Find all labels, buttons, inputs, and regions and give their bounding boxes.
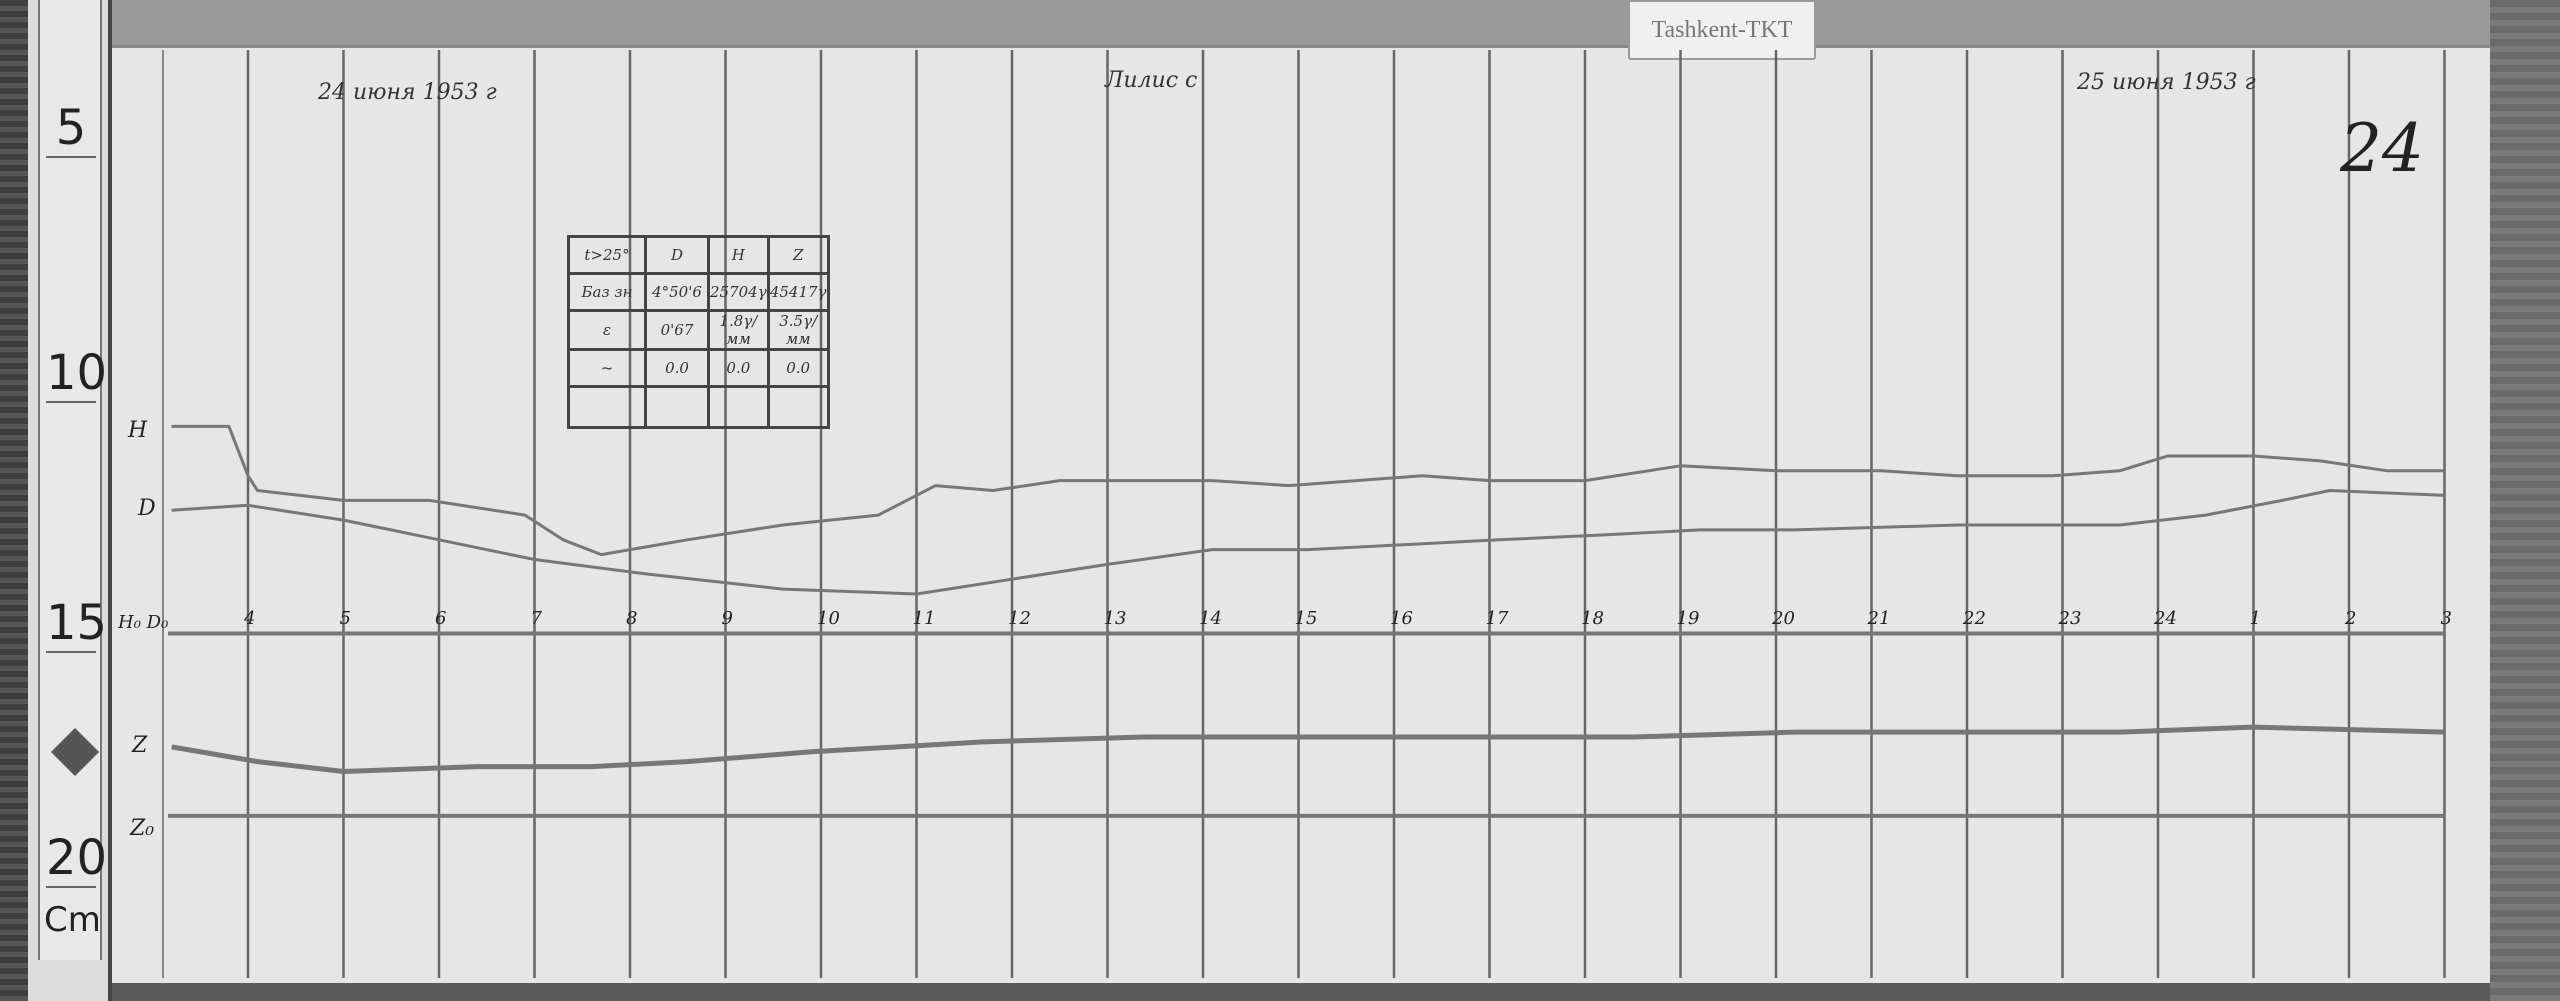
hour-tick-label: 12 <box>1008 608 1031 629</box>
table-row: ~ 0.0 0.0 0.0 <box>567 348 830 388</box>
hour-tick-label: 15 <box>1294 608 1318 629</box>
hour-tick-label: 16 <box>1390 608 1413 629</box>
table-cell: t>25° <box>567 235 647 275</box>
table-cell: 0.0 <box>644 348 710 388</box>
constants-table: t>25° D H Z Баз зн 4°50'6 25704γ 45417γ … <box>567 235 830 429</box>
trace-h <box>171 424 2445 557</box>
hour-tick-label: 18 <box>1581 608 1604 629</box>
hour-tick-label: 2 <box>2345 608 2357 629</box>
z-trace-label: Z <box>132 733 148 758</box>
table-row: ε 0'67 1.8γ/мм 3.5γ/мм <box>567 309 830 351</box>
station-label: Tashkent-TKT <box>1628 0 1816 60</box>
table-cell: D <box>644 235 710 275</box>
table-cell: 4°50'6 <box>644 272 710 312</box>
hour-tick-label: 21 <box>1867 608 1891 629</box>
hour-tick-label: 17 <box>1485 608 1509 629</box>
hour-tick-label: 8 <box>626 608 638 629</box>
table-row <box>567 385 830 429</box>
ruler-mark: 5 <box>46 100 96 158</box>
hour-tick-label: 13 <box>1103 608 1127 629</box>
hour-tick-label: 19 <box>1676 608 1700 629</box>
wood-background-left <box>0 0 28 1001</box>
h-trace-label: H <box>128 418 148 443</box>
hour-tick-label: 22 <box>1963 608 1986 629</box>
table-cell: ε <box>567 309 647 351</box>
start-date: 24 июня 1953 г <box>318 80 497 105</box>
table-cell: 25704γ <box>707 272 770 312</box>
hour-tick-label: 7 <box>530 608 542 629</box>
table-cell <box>766 385 830 429</box>
hour-tick-label: 20 <box>1772 608 1795 629</box>
d-trace-label: D <box>138 496 156 521</box>
hour-tick-label: 10 <box>817 608 840 629</box>
cm-ruler: 5 10 15 20 Cm <box>28 0 112 1001</box>
ruler-unit: Cm <box>44 900 101 940</box>
hour-tick-label: 3 <box>2440 608 2452 629</box>
table-cell <box>567 385 647 429</box>
hour-tick-label: 24 <box>2154 608 2177 629</box>
page-number: 24 <box>2340 110 2424 187</box>
wood-background-right <box>2490 0 2560 1001</box>
table-cell: ~ <box>567 348 647 388</box>
table-row: t>25° D H Z <box>567 235 830 275</box>
hd-baseline-label: H₀ D₀ <box>118 612 169 633</box>
end-date: 25 июня 1953 г <box>2077 70 2256 95</box>
trace-z <box>171 724 2445 774</box>
table-cell: H <box>707 235 770 275</box>
center-note: Лилис с <box>1105 68 1198 93</box>
table-cell <box>707 385 770 429</box>
ruler-scale: 5 10 15 20 Cm <box>38 0 107 960</box>
hour-tick-label: 6 <box>435 608 447 629</box>
table-cell: 0'67 <box>644 309 710 351</box>
z-baseline-label: Z₀ <box>130 816 155 841</box>
top-board <box>28 0 2490 48</box>
table-cell: 0.0 <box>707 348 770 388</box>
hour-tick-label: 14 <box>1199 608 1222 629</box>
hour-tick-label: 11 <box>912 608 936 629</box>
hour-tick-label: 1 <box>2249 608 2261 629</box>
hour-tick-label: 9 <box>721 608 733 629</box>
table-cell: 1.8γ/мм <box>707 309 770 351</box>
table-cell: 0.0 <box>766 348 830 388</box>
hour-tick-label: 5 <box>339 608 351 629</box>
table-cell: Баз зн <box>567 272 647 312</box>
table-cell: Z <box>766 235 830 275</box>
table-cell <box>644 385 710 429</box>
table-cell: 45417γ <box>766 272 830 312</box>
hour-tick-label: 4 <box>244 608 256 629</box>
table-cell: 3.5γ/мм <box>766 309 830 351</box>
hour-tick-label: 23 <box>2058 608 2082 629</box>
trace-d <box>171 489 2445 596</box>
table-row: Баз зн 4°50'6 25704γ 45417γ <box>567 272 830 312</box>
